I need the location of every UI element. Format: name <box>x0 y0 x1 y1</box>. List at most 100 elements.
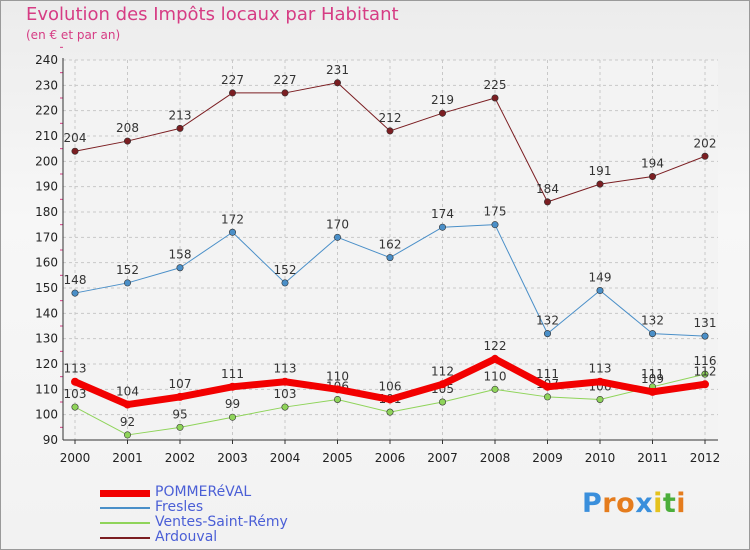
legend-label: Ardouval <box>155 529 218 545</box>
data-label: 111 <box>641 367 664 381</box>
data-point <box>491 221 499 229</box>
data-point <box>648 330 656 338</box>
x-tick-label: 2003 <box>217 451 248 465</box>
data-label: 132 <box>536 314 559 328</box>
data-label: 149 <box>589 271 612 285</box>
x-tick-label: 2005 <box>322 451 353 465</box>
data-label: 194 <box>641 157 664 171</box>
data-point <box>333 395 341 403</box>
logo-letter: r <box>602 488 617 519</box>
data-label: 132 <box>641 314 664 328</box>
data-label: 170 <box>326 217 349 231</box>
legend-swatch <box>100 507 150 509</box>
data-point <box>124 279 132 287</box>
x-tick-label: 2004 <box>270 451 301 465</box>
data-label: 109 <box>641 372 664 386</box>
data-point <box>596 287 604 295</box>
data-label: 219 <box>431 93 454 107</box>
data-point <box>543 330 551 338</box>
data-label: 113 <box>589 362 612 376</box>
y-tick-label: 90 <box>43 433 58 447</box>
data-label: 191 <box>589 164 612 178</box>
data-label: 227 <box>274 73 297 87</box>
data-point <box>386 254 394 262</box>
y-tick-label: 100 <box>35 408 58 422</box>
data-label: 152 <box>116 263 139 277</box>
data-point <box>124 431 132 439</box>
data-label: 227 <box>221 73 244 87</box>
data-point <box>71 147 79 155</box>
y-tick-label: 130 <box>35 332 58 346</box>
data-point <box>438 398 446 406</box>
data-point <box>648 387 657 396</box>
legend-label: Fresles <box>155 499 204 515</box>
y-tick-label: 170 <box>35 230 58 244</box>
data-point <box>596 395 604 403</box>
data-label: 112 <box>431 364 454 378</box>
data-point <box>701 332 709 340</box>
data-point <box>543 382 552 391</box>
data-label: 202 <box>694 136 717 150</box>
x-tick-label: 2000 <box>60 451 91 465</box>
data-label: 95 <box>172 407 187 421</box>
data-point <box>229 89 237 97</box>
data-point <box>228 382 237 391</box>
y-tick-label: 180 <box>35 205 58 219</box>
data-label: 148 <box>64 273 87 287</box>
x-tick-label: 2011 <box>637 451 668 465</box>
y-tick-label: 120 <box>35 357 58 371</box>
chart-title: Evolution des Impôts locaux par Habitant <box>26 4 399 25</box>
data-label: 213 <box>169 108 192 122</box>
data-label: 92 <box>120 415 135 429</box>
data-point <box>281 403 289 411</box>
y-tick-label: 240 <box>35 53 58 67</box>
data-point <box>333 385 342 394</box>
legend-swatch <box>100 489 150 497</box>
data-label: 131 <box>694 316 717 330</box>
data-label: 225 <box>484 78 507 92</box>
chart-subtitle: (en € et par an) <box>26 28 121 42</box>
data-label: 162 <box>379 238 402 252</box>
data-point <box>71 377 79 386</box>
x-tick-label: 2007 <box>427 451 458 465</box>
data-label: 111 <box>221 367 244 381</box>
y-tick-label: 150 <box>35 281 58 295</box>
data-point <box>176 423 184 431</box>
data-point <box>71 403 79 411</box>
data-label: 122 <box>484 339 507 353</box>
data-point <box>701 380 709 389</box>
data-point <box>123 400 132 409</box>
y-tick-label: 220 <box>35 104 58 118</box>
data-point <box>491 354 499 363</box>
data-point <box>333 233 341 241</box>
data-label: 107 <box>169 377 192 391</box>
data-point <box>701 370 709 378</box>
data-point <box>333 79 341 87</box>
x-tick-label: 2012 <box>690 451 721 465</box>
data-label: 158 <box>169 248 192 262</box>
y-tick-label: 160 <box>35 256 58 270</box>
logo-letter: t <box>662 488 677 519</box>
data-point <box>543 198 551 206</box>
legend-swatch <box>100 522 150 524</box>
data-point <box>438 380 447 389</box>
data-label: 103 <box>274 387 297 401</box>
y-tick-label: 230 <box>35 78 58 92</box>
data-point <box>176 392 184 401</box>
proxiti-logo: Proxiti <box>582 488 686 519</box>
data-point <box>701 152 709 160</box>
data-label: 111 <box>536 367 559 381</box>
y-tick-label: 200 <box>35 154 58 168</box>
data-point <box>229 228 237 236</box>
logo-letter: i <box>676 488 687 519</box>
data-label: 174 <box>431 207 454 221</box>
data-point <box>71 289 79 297</box>
y-tick-label: 140 <box>35 306 58 320</box>
data-point <box>438 109 446 117</box>
data-label: 184 <box>536 182 559 196</box>
legend-swatch <box>100 537 150 539</box>
data-label: 103 <box>64 387 87 401</box>
data-point <box>176 264 184 272</box>
data-point <box>491 385 499 393</box>
